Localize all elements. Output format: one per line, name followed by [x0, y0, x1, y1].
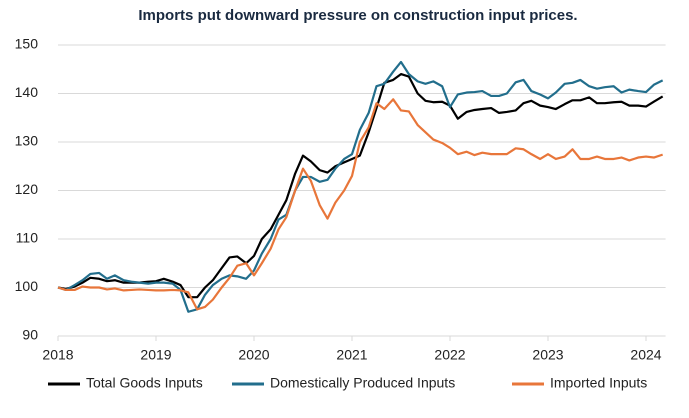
x-tick-label: 2023 — [532, 347, 563, 363]
y-tick-label: 120 — [15, 181, 39, 197]
line-series — [57, 60, 664, 313]
y-tick-label: 140 — [15, 84, 39, 100]
x-tick-label: 2018 — [42, 347, 73, 363]
y-tick-label: 150 — [15, 36, 39, 52]
x-tick-label: 2021 — [336, 347, 367, 363]
legend-label: Domestically Produced Inputs — [270, 375, 455, 391]
y-tick-label: 90 — [22, 327, 38, 343]
line-series — [57, 73, 664, 299]
legend-label: Imported Inputs — [550, 375, 647, 391]
line-series — [57, 98, 664, 311]
x-tick-label: 2020 — [238, 347, 269, 363]
chart-title: Imports put downward pressure on constru… — [138, 7, 577, 24]
y-tick-label: 100 — [15, 278, 39, 294]
y-tick-label: 130 — [15, 133, 39, 149]
y-tick-label: 110 — [16, 230, 39, 246]
legend-label: Total Goods Inputs — [86, 375, 203, 391]
x-tick-label: 2022 — [434, 347, 465, 363]
x-tick-label: 2019 — [140, 347, 171, 363]
x-tick-label: 2024 — [630, 347, 661, 363]
